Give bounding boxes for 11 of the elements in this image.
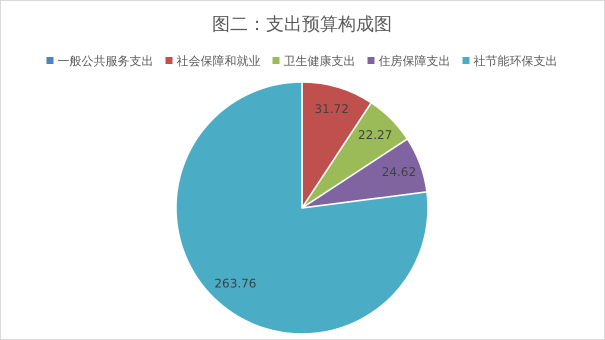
chart-title: 图二：支出预算构成图 [212,14,392,35]
legend-label: 社节能环保支出 [474,54,558,68]
legend-label: 住房保障支出 [378,54,450,68]
legend-label: 一般公共服务支出 [58,54,154,68]
data-label: 31.72 [314,102,349,116]
data-label: 24.62 [382,165,416,180]
data-label: 22.27 [358,128,392,142]
legend-label: 社会保障和就业 [176,54,260,68]
pie-slice [175,81,429,335]
legend-label: 卫生健康支出 [284,54,356,68]
data-label: 263.76 [214,276,256,291]
